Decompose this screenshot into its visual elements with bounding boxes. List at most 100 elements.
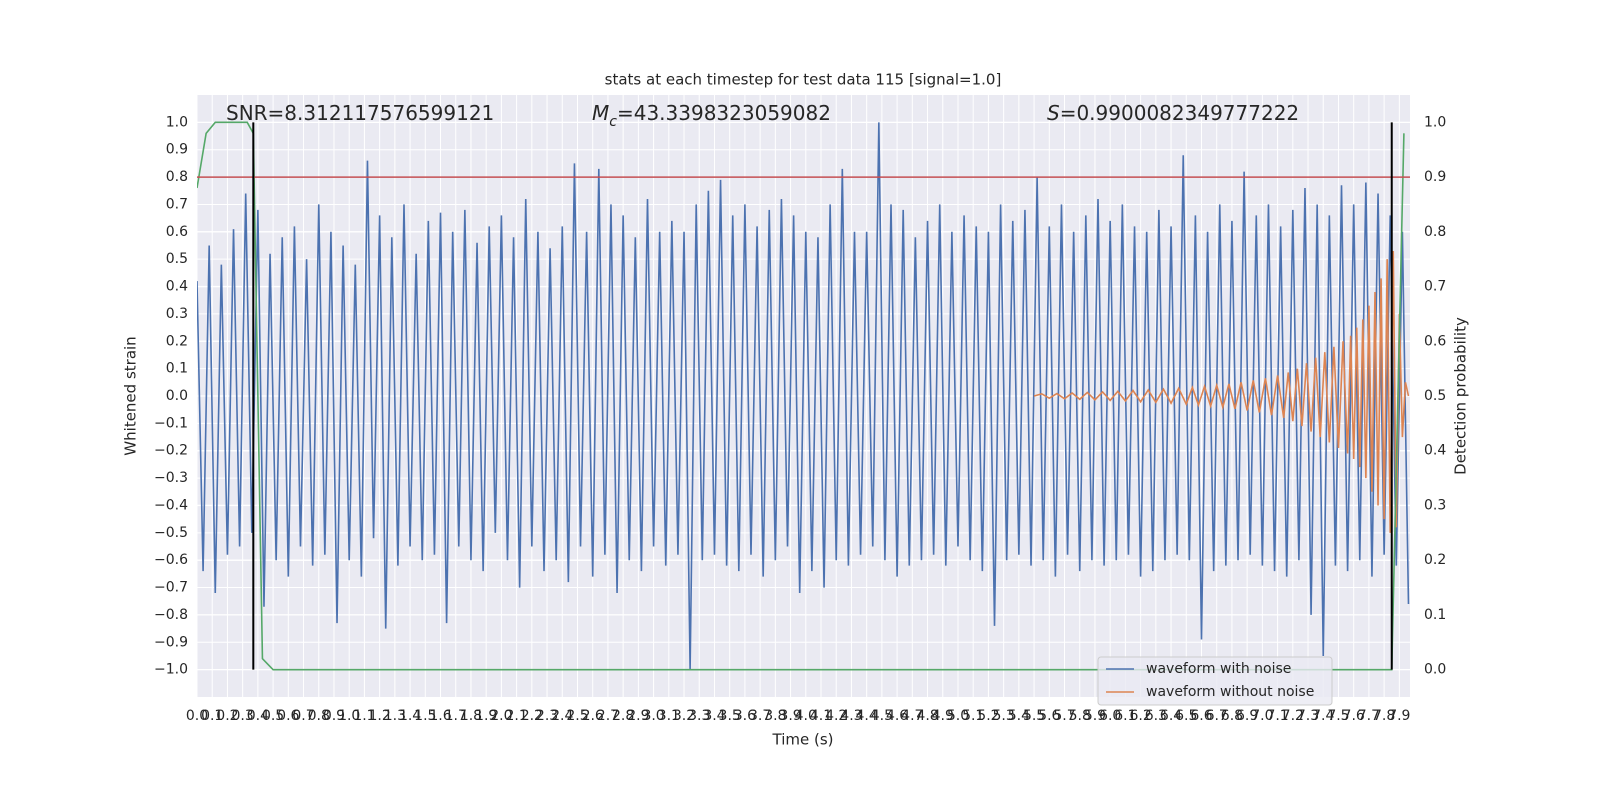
x-tick-label: 4.2 — [825, 708, 847, 724]
annotation-text: =43.3398323059082 — [617, 101, 831, 125]
x-tick-label: 2.8 — [612, 708, 634, 724]
legend-label: waveform with noise — [1146, 661, 1291, 677]
x-tick-label: 2.3 — [536, 708, 558, 724]
x-tick-label: 5.7 — [1053, 708, 1075, 724]
x-tick-label: 0.5 — [262, 708, 284, 724]
x-tick-label: 1.9 — [475, 708, 497, 724]
x-tick-label: 4.4 — [856, 708, 878, 724]
x-tick-label: 5.2 — [977, 708, 999, 724]
y2-tick-label: 0.2 — [1424, 552, 1446, 568]
x-tick-label: 1.1 — [353, 708, 375, 724]
x-tick-label: 2.7 — [597, 708, 619, 724]
x-tick-label: 1.3 — [384, 708, 406, 724]
y2-tick-label: 0.0 — [1424, 662, 1446, 678]
x-tick-label: 6.7 — [1206, 708, 1228, 724]
x-tick-label: 3.9 — [779, 708, 801, 724]
x-tick-label: 6.5 — [1175, 708, 1197, 724]
x-tick-label: 7.3 — [1297, 708, 1319, 724]
y2-tick-label: 1.0 — [1424, 114, 1446, 130]
y-tick-label: −0.7 — [154, 580, 188, 596]
x-tick-label: 0.0 — [186, 708, 208, 724]
x-tick-label: 2.2 — [521, 708, 543, 724]
x-tick-label: 4.6 — [886, 708, 908, 724]
x-tick-label: 3.2 — [673, 708, 695, 724]
y-tick-label: 1.0 — [166, 114, 188, 130]
annotation-symbol: M — [592, 101, 609, 125]
x-tick-label: 4.5 — [871, 708, 893, 724]
x-tick-label: 7.9 — [1388, 708, 1410, 724]
x-tick-label: 5.4 — [1008, 708, 1030, 724]
x-tick-label: 2.5 — [566, 708, 588, 724]
x-tick-label: 7.1 — [1266, 708, 1288, 724]
x-tick-label: 1.7 — [445, 708, 467, 724]
x-tick-label: 0.6 — [277, 708, 299, 724]
annotation: SNR=8.312117576599121 — [226, 101, 494, 125]
x-tick-label: 3.3 — [688, 708, 710, 724]
y-tick-label: 0.8 — [166, 169, 188, 185]
x-tick-label: 6.1 — [1114, 708, 1136, 724]
chart-title: stats at each timestep for test data 115… — [605, 71, 1002, 89]
x-tick-label: 0.1 — [201, 708, 223, 724]
x-tick-label: 0.9 — [323, 708, 345, 724]
annotation: S=0.9900082349777222 — [1047, 101, 1299, 125]
y-tick-label: 0.4 — [166, 279, 188, 295]
x-tick-label: 3.5 — [719, 708, 741, 724]
series-line — [197, 122, 1410, 670]
x-tick-label: 1.2 — [369, 708, 391, 724]
x-tick-label: 2.4 — [551, 708, 573, 724]
annotation: Mc=43.3398323059082 — [592, 101, 831, 131]
x-tick-label: 6.3 — [1145, 708, 1167, 724]
x-tick-label: 2.9 — [627, 708, 649, 724]
x-axis-label: Time (s) — [772, 731, 834, 749]
x-tick-label: 6.2 — [1129, 708, 1151, 724]
x-tick-label: 3.1 — [658, 708, 680, 724]
x-tick-label: 6.9 — [1236, 708, 1258, 724]
annotation-text: =0.9900082349777222 — [1060, 101, 1299, 125]
marks — [197, 121, 1410, 671]
series-line — [1033, 250, 1410, 533]
y-tick-label: 0.7 — [166, 196, 188, 212]
x-tick-label: 4.1 — [810, 708, 832, 724]
y2-tick-label: 0.1 — [1424, 607, 1446, 623]
y-tick-label: −0.8 — [154, 607, 188, 623]
x-tick-label: 4.0 — [795, 708, 817, 724]
x-tick-label: 6.0 — [1099, 708, 1121, 724]
x-tick-label: 1.8 — [460, 708, 482, 724]
x-tick-label: 7.8 — [1373, 708, 1395, 724]
y-tick-label: −0.1 — [154, 415, 188, 431]
y-tick-label: 0.1 — [166, 361, 188, 377]
x-tick-label: 6.4 — [1160, 708, 1182, 724]
y-tick-label: −0.6 — [154, 552, 188, 568]
x-tick-label: 1.5 — [414, 708, 436, 724]
x-tick-label: 5.9 — [1084, 708, 1106, 724]
x-tick-label: 3.6 — [734, 708, 756, 724]
x-tick-label: 4.7 — [901, 708, 923, 724]
y-tick-label: −0.2 — [154, 443, 188, 459]
x-tick-label: 4.9 — [932, 708, 954, 724]
x-tick-label: 3.4 — [703, 708, 725, 724]
annotation-text: SNR=8.312117576599121 — [226, 101, 494, 125]
y-tick-label: 0.3 — [166, 306, 188, 322]
y-tick-label: 0.5 — [166, 251, 188, 267]
series-line — [197, 121, 1405, 671]
x-tick-label: 0.8 — [308, 708, 330, 724]
x-tick-label: 1.6 — [429, 708, 451, 724]
x-tick-label: 6.6 — [1190, 708, 1212, 724]
x-tick-label: 5.6 — [1038, 708, 1060, 724]
annotation-symbol: S — [1047, 101, 1060, 125]
x-tick-label: 1.4 — [399, 708, 421, 724]
x-tick-label: 0.2 — [216, 708, 238, 724]
y2-tick-label: 0.5 — [1424, 388, 1446, 404]
x-tick-label: 5.0 — [947, 708, 969, 724]
y2-tick-label: 0.3 — [1424, 497, 1446, 513]
labels: 0.00.10.20.30.40.50.60.70.80.91.01.11.21… — [154, 101, 1446, 725]
x-tick-label: 6.8 — [1221, 708, 1243, 724]
x-tick-label: 4.8 — [916, 708, 938, 724]
y-tick-label: −0.3 — [154, 470, 188, 486]
y-tick-label: 0.2 — [166, 333, 188, 349]
x-tick-label: 2.1 — [505, 708, 527, 724]
annotation-subscript: c — [609, 114, 617, 130]
x-tick-label: 7.4 — [1312, 708, 1334, 724]
y-axis-label: Whitened strain — [122, 336, 140, 455]
